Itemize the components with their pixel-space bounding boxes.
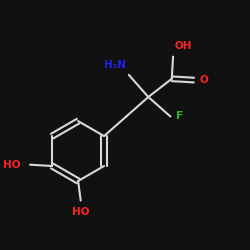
Text: O: O xyxy=(200,74,208,85)
Text: F: F xyxy=(176,111,184,121)
Text: H₂N: H₂N xyxy=(104,60,126,70)
Text: HO: HO xyxy=(4,160,21,170)
Text: OH: OH xyxy=(174,41,192,51)
Text: HO: HO xyxy=(72,207,90,217)
